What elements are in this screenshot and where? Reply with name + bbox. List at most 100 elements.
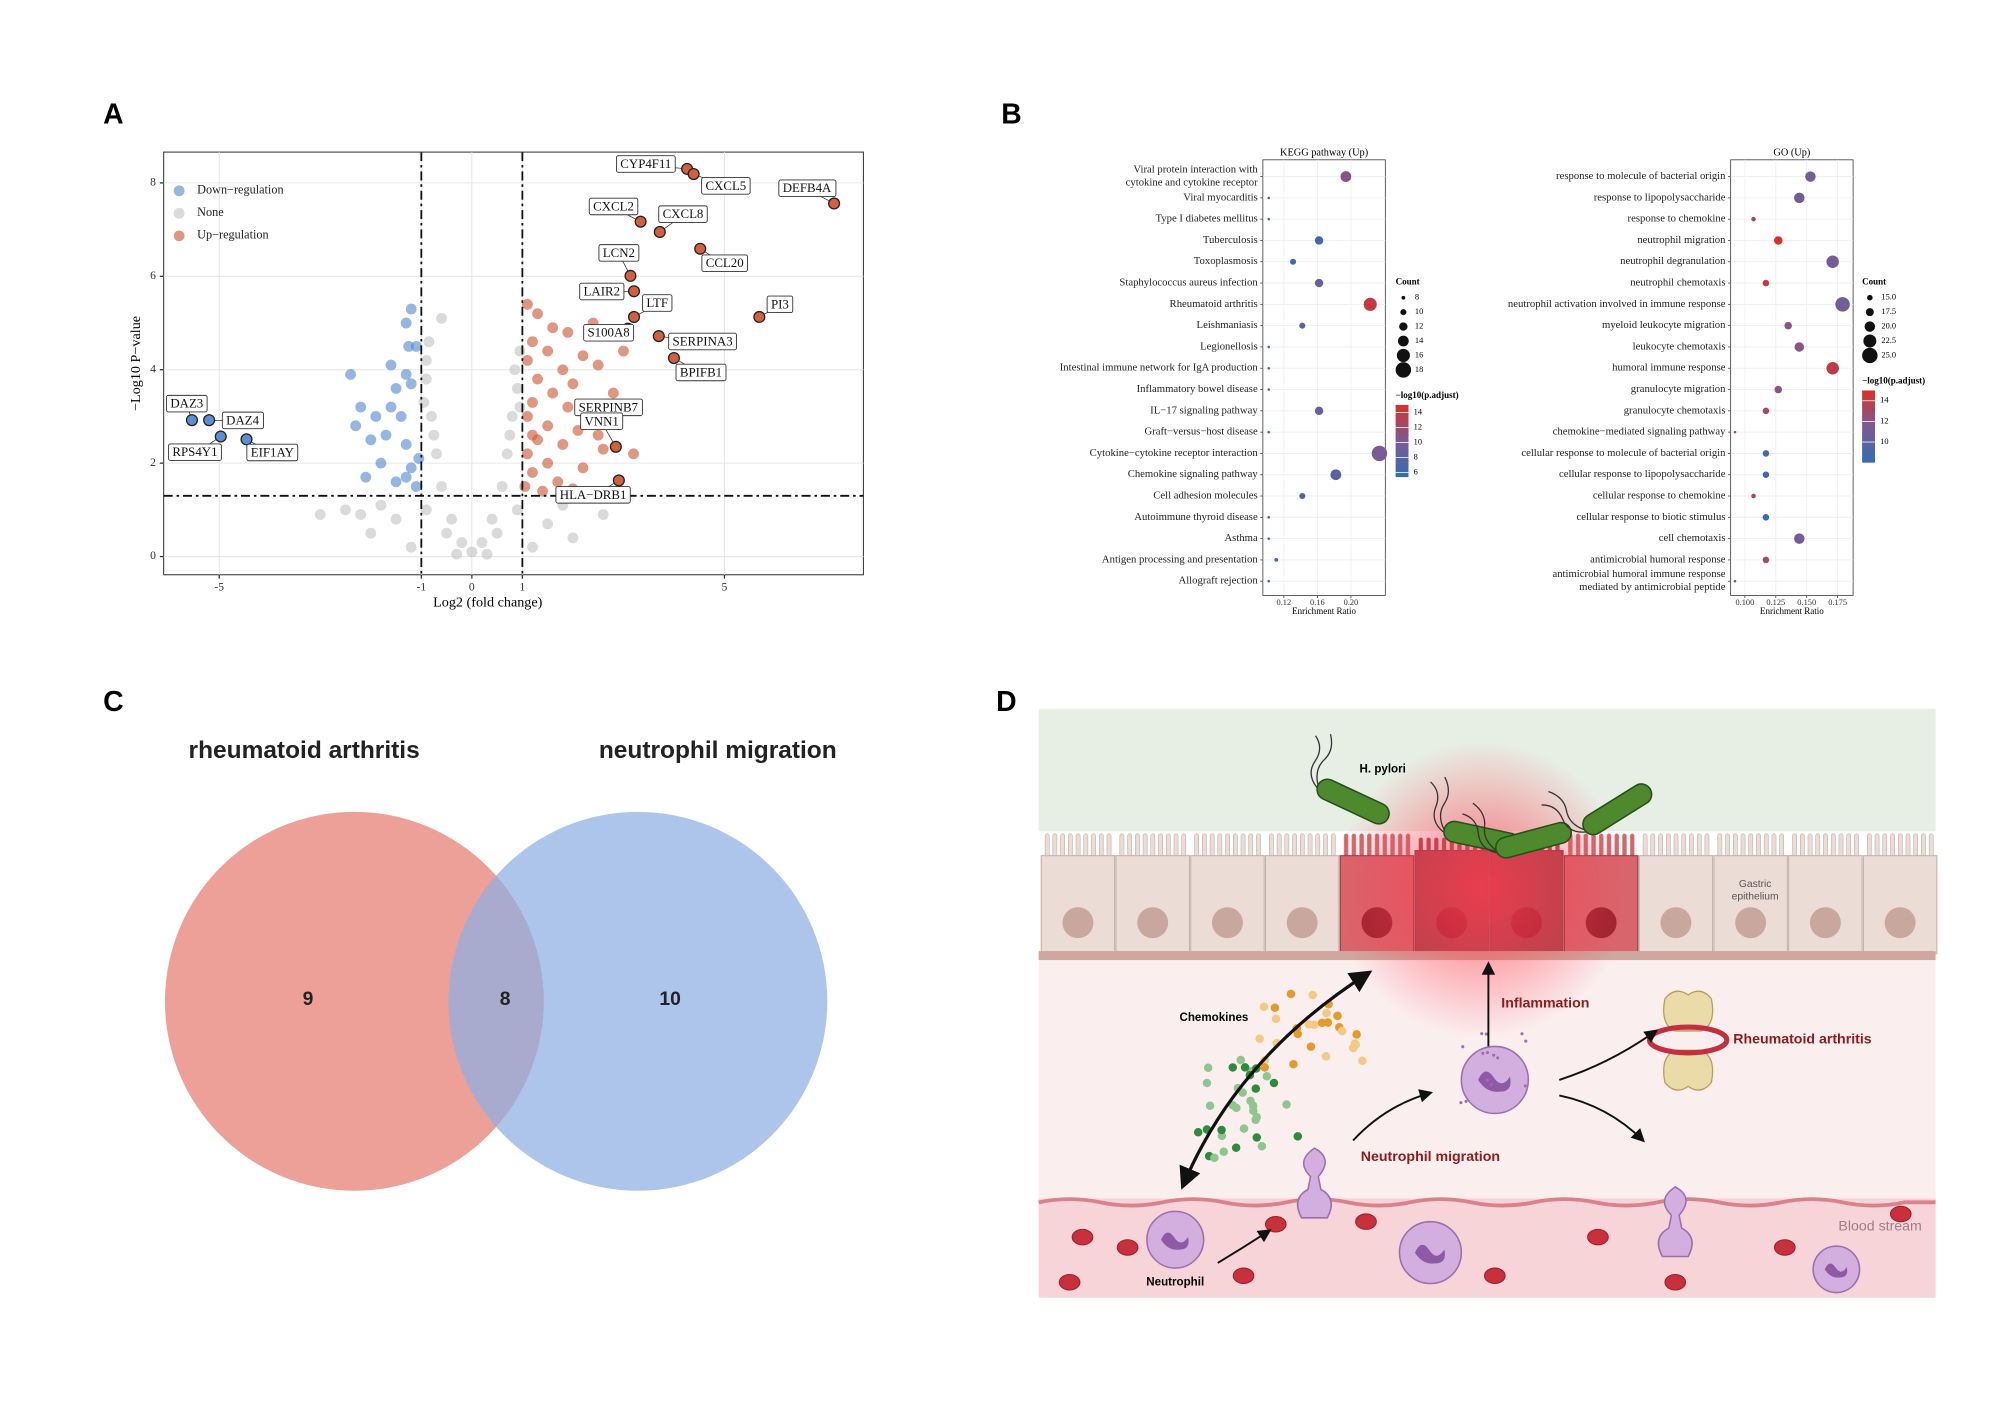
point [552, 476, 564, 488]
venn-diagram: rheumatoid arthritis neutrophil migration… [164, 737, 837, 1191]
flagellum [1316, 734, 1333, 786]
microvillus [1815, 833, 1821, 858]
point [481, 548, 493, 560]
microvillus [1181, 833, 1187, 858]
labeled-point [185, 414, 199, 427]
microvillus [1771, 833, 1777, 858]
point [567, 378, 579, 390]
gene-label: RPS4Y1 [172, 445, 217, 459]
label-box [246, 443, 299, 462]
dot [1267, 366, 1271, 370]
category-label: leukocyte chemotaxis [1633, 340, 1726, 352]
label-box [580, 412, 624, 431]
microvillus [1256, 833, 1261, 858]
microvillus [1650, 833, 1656, 858]
gene-label: SERPINA3 [673, 335, 733, 349]
label-box [642, 294, 673, 312]
microvillus [1854, 833, 1859, 858]
dot [1794, 533, 1805, 544]
set-title: neutrophil migration [599, 737, 837, 764]
size-legend-dot [1867, 294, 1873, 301]
point [618, 345, 629, 357]
size-legend-label: 15.0 [1881, 293, 1896, 302]
category-label: Graft−versus−host disease [1144, 426, 1258, 438]
microvillus [1173, 833, 1179, 858]
gene-label: DAZ4 [226, 413, 259, 427]
microvillus [1823, 833, 1828, 858]
x-tick-label: 0.175 [1828, 598, 1847, 607]
microvillus [1240, 833, 1246, 858]
category-label: neutrophil degranulation [1620, 255, 1726, 267]
color-tick-label: 14 [1880, 396, 1889, 405]
size-legend-label: 14 [1415, 336, 1424, 345]
gene-label: DEFB4A [783, 181, 832, 195]
gene-label: BPIFB1 [680, 365, 722, 379]
category-label: cell chemotaxis [1659, 532, 1726, 544]
microvillus [1119, 833, 1125, 858]
category-label: Chemokine signaling pathway [1128, 468, 1259, 480]
microvillus [1165, 833, 1171, 858]
labeled-point [214, 430, 227, 443]
panel-label: A [103, 98, 123, 130]
nucleus [1414, 1244, 1445, 1264]
dot [1762, 471, 1770, 478]
color-tick-label: 12 [1880, 416, 1888, 425]
size-legend-dot [1397, 335, 1409, 347]
category-label: Inflammatory bowel disease [1137, 383, 1258, 395]
nucleus [1286, 907, 1318, 939]
nucleus [1062, 907, 1094, 939]
plot-area [163, 151, 864, 576]
dot [1762, 407, 1770, 415]
chemokine [1306, 1042, 1316, 1051]
flagellum [1548, 790, 1585, 831]
microvillus [1629, 833, 1635, 858]
microvillus [1300, 833, 1305, 858]
point [446, 513, 458, 525]
chemokine [1251, 1115, 1260, 1125]
legend-swatch [173, 207, 185, 219]
point [395, 411, 407, 422]
point [413, 453, 425, 464]
label-box [588, 197, 639, 216]
dot [1267, 579, 1271, 583]
gene-label: PI3 [771, 297, 789, 311]
set-title: rheumatoid arthritis [189, 737, 420, 764]
category-label: Leishmaniasis [1197, 319, 1258, 331]
bacterium [1310, 734, 1390, 825]
point [496, 481, 508, 492]
labeled-point [687, 167, 700, 181]
granule [1459, 1101, 1463, 1105]
category-label: antimicrobial humoral response [1590, 553, 1726, 565]
dot [1363, 297, 1377, 311]
point [436, 312, 447, 324]
point [511, 504, 523, 516]
red-blood-cell [1116, 1239, 1139, 1256]
point [597, 509, 609, 520]
category-label: Tuberculosis [1203, 234, 1258, 246]
gene-label: SERPINB7 [579, 400, 639, 414]
chemokine [1317, 1018, 1327, 1028]
color-tick-label: 8 [1414, 452, 1418, 461]
label-box [701, 254, 748, 272]
labeled-point [203, 414, 216, 427]
category-label: cellular response to biotic stimulus [1576, 511, 1725, 523]
label: Chemokines [1179, 1012, 1248, 1024]
point [562, 326, 574, 338]
point [390, 476, 402, 488]
chemokine [1269, 1078, 1279, 1088]
label-box [168, 443, 222, 461]
granule [1481, 1051, 1485, 1055]
point [410, 481, 422, 492]
microvillus [1158, 833, 1163, 858]
size-legend-label: 18 [1415, 365, 1423, 374]
dot [1784, 321, 1792, 330]
category-label: Viral myocarditis [1183, 191, 1257, 203]
legend-label: Down−regulation [197, 183, 283, 197]
y-tick-label: 0 [150, 549, 156, 562]
size-legend-dot [1399, 322, 1408, 331]
gene-label: VNN1 [584, 414, 618, 428]
category-label: Cell adhesion molecules [1153, 489, 1257, 501]
label-box [766, 295, 794, 314]
category-label: cellular response to chemokine [1593, 489, 1726, 501]
red-blood-cell [1264, 1216, 1287, 1233]
